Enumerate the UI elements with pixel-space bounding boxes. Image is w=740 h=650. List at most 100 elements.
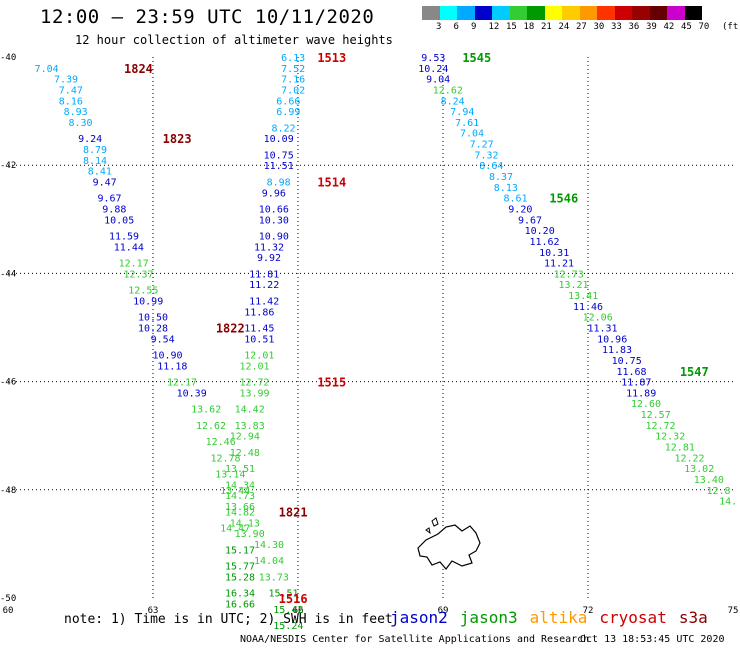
wave-height-label: 10.66 (259, 204, 289, 215)
wave-height-label: 7.52 (281, 64, 305, 75)
track-time-label: 1823 (163, 132, 192, 146)
wave-height-label: 6.66 (276, 96, 300, 107)
color-swatch (597, 6, 615, 20)
color-swatch (509, 6, 527, 20)
wave-height-label: 8.30 (68, 118, 92, 129)
color-scale-label: 12 (488, 22, 500, 32)
wave-height-label: 11.51 (264, 161, 294, 172)
wave-height-label: 12.55 (128, 286, 158, 297)
wave-height-label: 12.73 (554, 269, 584, 280)
wave-height-label: 8.16 (59, 96, 83, 107)
wave-height-label: 10.31 (539, 248, 569, 259)
color-swatch (562, 6, 580, 20)
wave-height-label: 8.14 (83, 156, 107, 167)
satellite-legend: jason2 jason3 altika cryosat s3a (390, 608, 720, 627)
wave-height-label: 7.94 (450, 107, 474, 118)
color-scale-label: 39 (646, 22, 657, 32)
timestamp-text: Oct 13 18:53:45 UTC 2020 (580, 634, 725, 645)
wave-height-label: 10.28 (138, 324, 168, 335)
wave-height-label: 9.47 (93, 177, 117, 188)
wave-height-label: 8.61 (503, 194, 527, 205)
wave-height-label: 12.60 (631, 399, 661, 410)
color-scale-label: 6 (453, 22, 459, 32)
legend-cryosat: cryosat (599, 608, 667, 627)
lat-tick-label: -48 (0, 486, 16, 496)
color-swatch (579, 6, 597, 20)
lat-tick-label: -42 (0, 161, 16, 171)
wave-height-label: 10.75 (612, 356, 642, 367)
wave-height-label: 10.20 (525, 226, 555, 237)
color-scale-label: 36 (628, 22, 640, 32)
wave-height-label: 14.30 (254, 540, 284, 551)
wave-height-label: 11.42 (249, 296, 279, 307)
track-time-label: 1822 (216, 322, 245, 336)
wave-height-label: 9.24 (78, 134, 102, 145)
wave-height-label: 11.46 (573, 302, 603, 313)
color-scale-label: 18 (523, 22, 535, 32)
wave-height-label: 13.66 (225, 502, 255, 513)
lat-tick-label: -44 (0, 269, 16, 279)
track-time-label: 1514 (317, 175, 346, 189)
wave-height-label: 12.72 (239, 378, 269, 389)
lat-tick-label: -40 (0, 53, 16, 63)
wave-height-label: 9.54 (151, 334, 175, 345)
small-island-outline (425, 527, 431, 535)
wave-height-label: 10.39 (177, 388, 207, 399)
color-swatch (457, 6, 475, 20)
wave-height-label: 12.06 (583, 313, 613, 324)
wave-height-label: 11.45 (244, 324, 274, 335)
color-scale-label: 9 (471, 22, 477, 32)
track-time-label: 1821 (279, 505, 308, 519)
wave-height-label: 10.99 (133, 296, 163, 307)
wave-height-label: 16.34 (225, 589, 255, 600)
wave-height-label: 10.30 (259, 215, 289, 226)
wave-height-label: 11.21 (544, 259, 574, 270)
wave-height-label: 7.27 (470, 140, 494, 151)
wave-height-label: 9.53 (421, 53, 445, 64)
wave-height-label: 13.40 (694, 475, 724, 486)
color-swatch (422, 6, 440, 20)
wave-height-label: 12.57 (641, 410, 671, 421)
lon-tick-label: 63 (148, 606, 159, 616)
wave-height-label: 10.90 (259, 232, 289, 243)
wave-height-label: 14.13 (230, 518, 260, 529)
page-subtitle: 12 hour collection of altimeter wave hei… (75, 33, 393, 47)
wave-height-label: 10.90 (152, 351, 182, 362)
wave-height-label: 7.04 (460, 129, 484, 140)
wave-height-label: 13.44 (220, 486, 250, 497)
wave-height-label: 11.86 (244, 307, 274, 318)
track-time-label: 1545 (462, 51, 491, 65)
lat-tick-label: -50 (0, 594, 16, 604)
track-time-label: 1547 (680, 365, 709, 379)
color-scale-bar (422, 6, 702, 20)
lon-tick-label: 75 (728, 606, 739, 616)
wave-height-label: 15.17 (225, 545, 255, 556)
wave-height-label: 6.13 (281, 53, 305, 64)
wave-height-label: 11.44 (114, 242, 144, 253)
wave-height-label: 8.93 (64, 107, 88, 118)
wave-height-label: 11.22 (249, 280, 279, 291)
color-swatch (544, 6, 562, 20)
wave-height-label: 9.67 (518, 215, 542, 226)
color-scale-label: 30 (593, 22, 605, 32)
wave-height-label: 12.17 (119, 259, 149, 270)
wave-height-label: 9.92 (257, 253, 281, 264)
color-scale-label: 21 (541, 22, 552, 32)
color-scale-label: 33 (611, 22, 622, 32)
page-title: 12:00 – 23:59 UTC 10/11/2020 (40, 6, 375, 28)
wave-height-label: 8.98 (267, 177, 291, 188)
wave-height-label: 8.24 (441, 96, 465, 107)
lat-tick-label: -46 (0, 378, 16, 388)
wave-height-label: 8.13 (494, 183, 518, 194)
track-time-label: 1513 (317, 51, 346, 65)
wave-height-label: 14.42 (235, 405, 265, 416)
color-swatch (492, 6, 510, 20)
wave-height-label: 6.99 (276, 107, 300, 118)
color-scale-label: 45 (681, 22, 692, 32)
wave-height-label: 8.37 (489, 172, 513, 183)
wave-height-label: 11.89 (626, 388, 656, 399)
wave-height-label: 12.32 (655, 432, 685, 443)
wave-height-label: 7.32 (474, 150, 498, 161)
legend-jason2: jason2 (390, 608, 448, 627)
